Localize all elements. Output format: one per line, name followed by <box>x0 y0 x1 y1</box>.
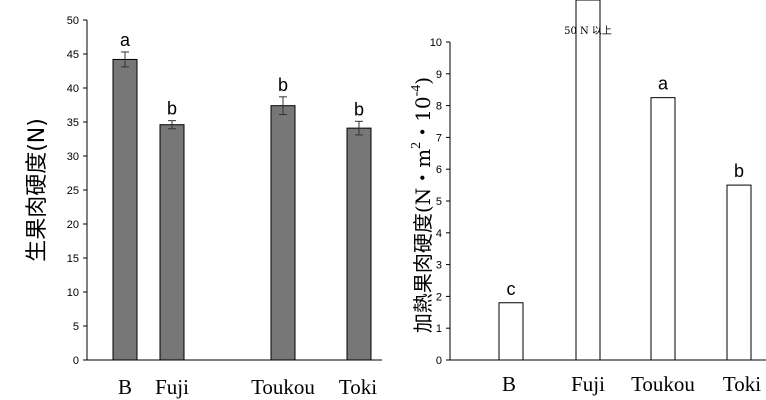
right-y-axis-label-tail: ) <box>411 77 435 85</box>
category-label-toki: Toki <box>723 372 761 396</box>
category-label-toukou: Toukou <box>251 375 315 399</box>
significance-label: b <box>734 161 744 181</box>
significance-label: b <box>278 75 288 95</box>
left-y-ticks: 0 5 10 15 20 25 30 35 40 45 50 <box>67 15 87 367</box>
y-tick-label: 7 <box>436 132 442 144</box>
bar-toki <box>346 127 372 361</box>
y-tick-label: 25 <box>67 185 79 197</box>
y-tick-label: 30 <box>67 151 79 163</box>
y-tick-label: 6 <box>436 164 442 176</box>
y-tick-label: 5 <box>73 321 79 333</box>
category-label-toukou: Toukou <box>631 372 695 396</box>
y-tick-label: 0 <box>73 355 79 367</box>
bar-toukou <box>270 105 296 361</box>
y-tick-label: 3 <box>436 260 442 272</box>
y-tick-label: 15 <box>67 253 79 265</box>
y-tick-label: 10 <box>430 37 442 49</box>
y-tick-label: 35 <box>67 117 79 129</box>
chart-right: 0 1 2 3 4 5 6 7 8 9 10 c a b B Fuji Toukou Toki 50 N 以上… <box>409 0 766 396</box>
category-label-fuji: Fuji <box>155 375 189 399</box>
significance-label: a <box>120 30 131 50</box>
y-tick-label: 50 <box>67 15 79 27</box>
chart-left: 0 5 10 15 20 25 30 35 40 45 50 a b b b B Fuji Toukou Tok… <box>25 15 382 399</box>
bar-b <box>112 58 138 361</box>
right-bars: c a b <box>498 0 752 361</box>
category-label-b: B <box>502 372 516 396</box>
y-tick-label: 40 <box>67 83 79 95</box>
right-category-labels: B Fuji Toukou Toki <box>502 372 761 396</box>
y-tick-label: 9 <box>436 69 442 81</box>
bar-fuji <box>159 124 185 361</box>
category-label-toki: Toki <box>339 375 377 399</box>
significance-label: c <box>507 279 516 299</box>
left-bars: a b b b <box>112 30 372 361</box>
right-y-axis-label-sup-exp: -4 <box>409 85 424 97</box>
bar-b <box>498 302 524 361</box>
y-tick-label: 2 <box>436 291 442 303</box>
y-tick-label: 1 <box>436 323 442 335</box>
y-tick-label: 45 <box>67 49 79 61</box>
y-tick-label: 0 <box>436 355 442 367</box>
left-y-axis-label: 生果肉硬度(N) <box>25 118 50 262</box>
category-label-fuji: Fuji <box>571 372 605 396</box>
y-tick-label: 10 <box>67 287 79 299</box>
bar-fuji <box>575 0 601 361</box>
y-tick-label: 5 <box>436 196 442 208</box>
significance-label: a <box>658 74 669 94</box>
y-tick-label: 20 <box>67 219 79 231</box>
right-y-axis-label-sup-2: 2 <box>409 142 424 149</box>
left-category-labels: B Fuji Toukou Toki <box>118 375 377 399</box>
right-y-axis-label-main: 加熱果肉硬度(N・m <box>411 149 435 333</box>
right-y-axis-label-mid: ・10 <box>411 96 435 141</box>
bar-toukou <box>650 97 676 361</box>
category-label-b: B <box>118 375 132 399</box>
right-y-axis-label: 加熱果肉硬度(N・m2・10-4) <box>409 77 435 333</box>
y-tick-label: 8 <box>436 101 442 113</box>
significance-label: b <box>167 99 177 119</box>
y-tick-label: 4 <box>436 228 442 240</box>
right-annotation: 50 N 以上 <box>564 25 612 37</box>
significance-label: b <box>354 99 364 119</box>
bar-toki <box>726 184 752 361</box>
right-y-ticks: 0 1 2 3 4 5 6 7 8 9 10 <box>430 37 450 367</box>
